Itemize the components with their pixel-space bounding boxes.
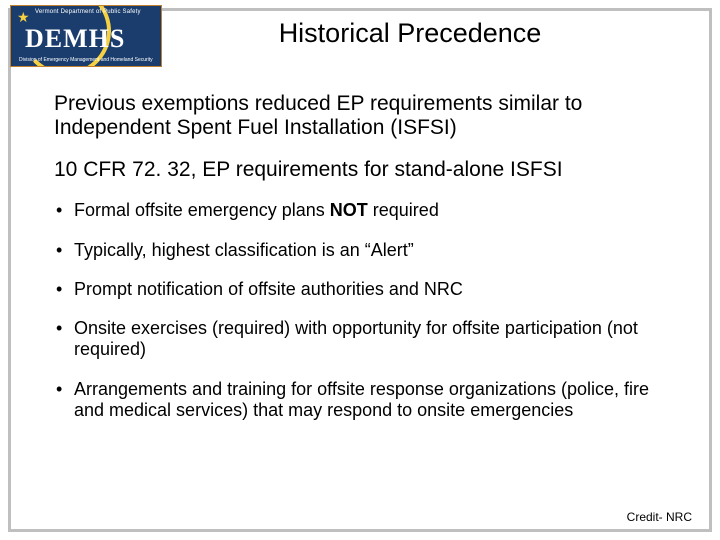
logo-bottom-text: Division of Emergency Management and Hom…: [19, 57, 153, 63]
bullet-text-pre: Arrangements and training for offsite re…: [74, 379, 649, 420]
credit-text: Credit- NRC: [627, 510, 692, 524]
bullet-list: Formal offsite emergency plans NOT requi…: [54, 200, 680, 421]
bullet-text-pre: Typically, highest classification is an …: [74, 240, 414, 260]
intro-paragraph-1: Previous exemptions reduced EP requireme…: [54, 92, 680, 140]
content-area: Previous exemptions reduced EP requireme…: [54, 92, 680, 439]
bullet-text-pre: Prompt notification of offsite authoriti…: [74, 279, 463, 299]
logo-top-text: Vermont Department of Public Safety: [35, 9, 141, 15]
list-item: Onsite exercises (required) with opportu…: [54, 318, 680, 360]
intro-paragraph-2: 10 CFR 72. 32, EP requirements for stand…: [54, 158, 680, 182]
bullet-text-bold: NOT: [330, 200, 368, 220]
list-item: Prompt notification of offsite authoriti…: [54, 279, 680, 300]
bullet-text-pre: Formal offsite emergency plans: [74, 200, 330, 220]
list-item: Typically, highest classification is an …: [54, 240, 680, 261]
bullet-text-pre: Onsite exercises (required) with opportu…: [74, 318, 638, 359]
slide-title: Historical Precedence: [0, 18, 720, 49]
list-item: Arrangements and training for offsite re…: [54, 379, 680, 421]
bullet-text-post: required: [368, 200, 439, 220]
list-item: Formal offsite emergency plans NOT requi…: [54, 200, 680, 221]
